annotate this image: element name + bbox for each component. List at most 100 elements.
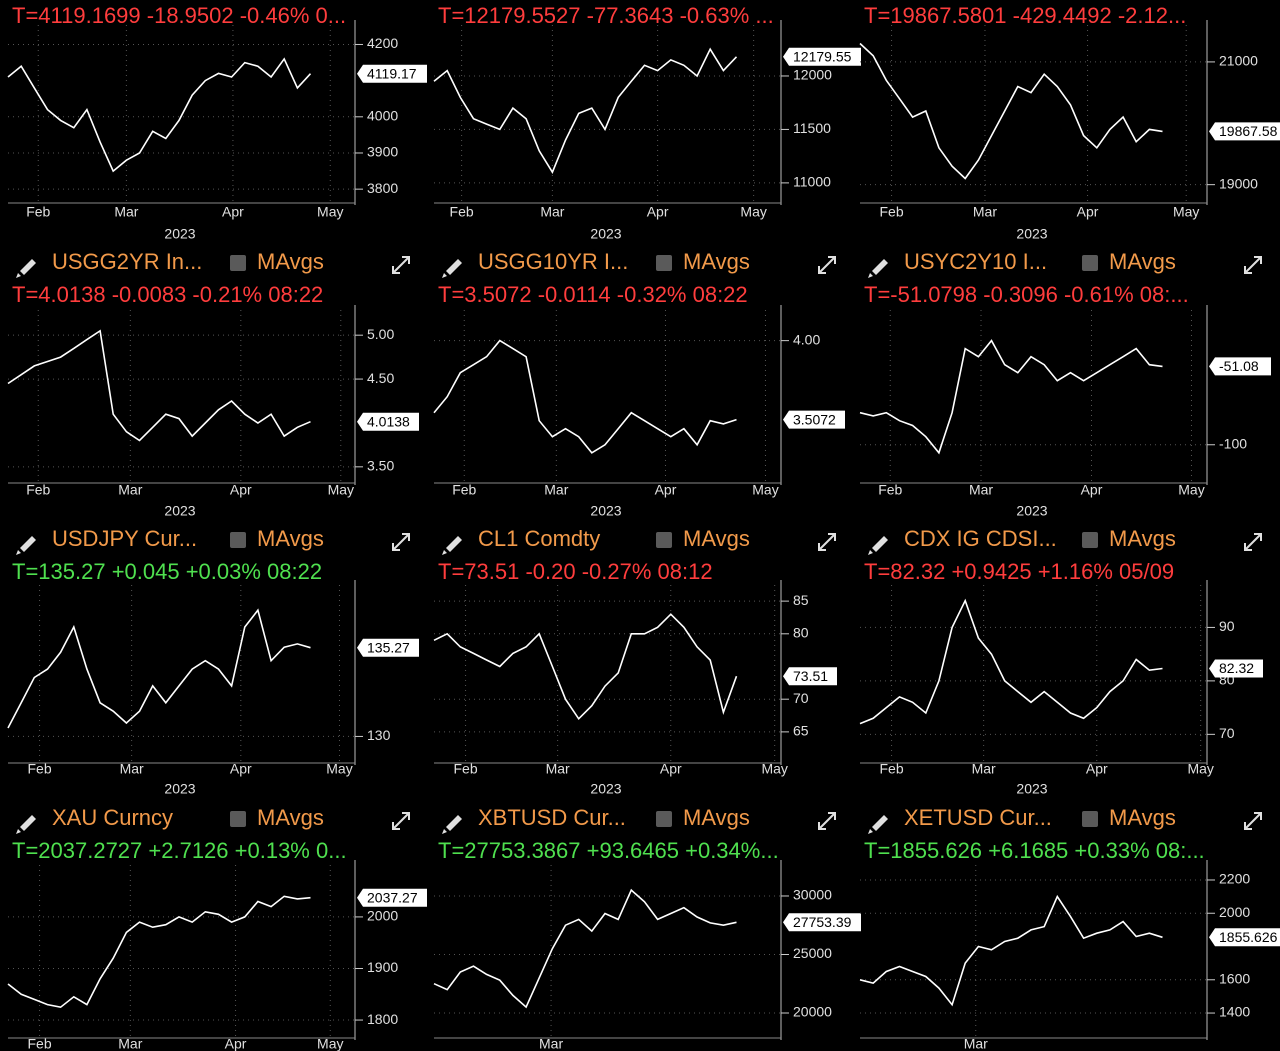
- edit-icon[interactable]: [868, 259, 888, 278]
- last-value-label: 3.5072: [793, 411, 836, 427]
- security-name[interactable]: USDJPY Cur...: [52, 526, 197, 551]
- x-tick-label: May: [317, 1036, 343, 1051]
- x-tick-label: Feb: [880, 204, 904, 220]
- y-tick-label: 4.00: [793, 331, 820, 347]
- x-tick-label: Apr: [225, 1036, 247, 1051]
- study-checkbox[interactable]: [1082, 255, 1098, 271]
- last-value-label: 135.27: [367, 639, 410, 655]
- study-name[interactable]: MAvgs: [257, 249, 324, 274]
- last-value-box: [357, 638, 419, 657]
- last-value-label: 4119.17: [367, 65, 417, 81]
- expand-icon[interactable]: [1244, 533, 1262, 551]
- x-tick-label: May: [1187, 761, 1213, 777]
- year-label: 2023: [164, 226, 195, 242]
- security-name[interactable]: XAU Curncy: [52, 805, 173, 830]
- edit-icon[interactable]: [16, 536, 36, 555]
- security-name[interactable]: CL1 Comdty: [478, 526, 600, 551]
- edit-icon[interactable]: [442, 259, 462, 278]
- x-tick-label: Apr: [1086, 761, 1108, 777]
- quote-line: T=4.0138 -0.0083 -0.21% 08:22: [12, 282, 323, 307]
- x-tick-label: Feb: [878, 482, 902, 498]
- x-tick-label: Mar: [120, 761, 144, 777]
- year-label: 2023: [1016, 781, 1047, 797]
- y-tick-label: 70: [793, 690, 809, 706]
- quote-line: T=19867.5801 -429.4492 -2.12...: [864, 3, 1186, 28]
- price-line: [433, 339, 737, 454]
- study-name[interactable]: MAvgs: [1109, 526, 1176, 551]
- study-checkbox[interactable]: [656, 811, 672, 827]
- edit-icon[interactable]: [868, 536, 888, 555]
- year-label: 2023: [590, 226, 621, 242]
- security-name[interactable]: USGG10YR I...: [478, 249, 628, 274]
- x-tick-label: Mar: [114, 204, 138, 220]
- last-value-box: [1209, 122, 1280, 141]
- edit-icon[interactable]: [16, 815, 36, 834]
- last-value-label: 2037.27: [367, 889, 418, 905]
- expand-icon[interactable]: [818, 256, 836, 274]
- y-tick-label: 1400: [1219, 1004, 1250, 1020]
- price-line: [859, 894, 1163, 1007]
- x-tick-label: Apr: [230, 761, 252, 777]
- study-name[interactable]: MAvgs: [1109, 249, 1176, 274]
- security-name[interactable]: XETUSD Cur...: [904, 805, 1052, 830]
- study-checkbox[interactable]: [1082, 532, 1098, 548]
- year-label: 2023: [164, 503, 195, 519]
- last-value-label: 19867.58: [1219, 123, 1278, 139]
- quote-line: T=82.32 +0.9425 +1.16% 05/09: [864, 559, 1174, 584]
- expand-icon[interactable]: [392, 812, 410, 830]
- edit-icon[interactable]: [868, 815, 888, 834]
- security-name[interactable]: USGG2YR In...: [52, 249, 202, 274]
- x-tick-label: Feb: [454, 761, 478, 777]
- edit-icon[interactable]: [442, 815, 462, 834]
- expand-icon[interactable]: [818, 533, 836, 551]
- y-tick-label: 2000: [1219, 904, 1250, 920]
- year-label: 2023: [1016, 226, 1047, 242]
- study-checkbox[interactable]: [656, 255, 672, 271]
- x-tick-label: Apr: [1077, 204, 1099, 220]
- study-checkbox[interactable]: [656, 532, 672, 548]
- study-checkbox[interactable]: [230, 532, 246, 548]
- x-tick-label: Feb: [26, 204, 50, 220]
- y-tick-label: 25000: [793, 945, 832, 961]
- y-tick-label: 2000: [367, 908, 398, 924]
- study-name[interactable]: MAvgs: [683, 526, 750, 551]
- x-tick-label: May: [1173, 204, 1199, 220]
- x-tick-label: Mar: [118, 1036, 142, 1051]
- y-tick-label: 130: [367, 727, 391, 743]
- expand-icon[interactable]: [1244, 256, 1262, 274]
- edit-icon[interactable]: [442, 536, 462, 555]
- security-name[interactable]: USYC2Y10 I...: [904, 249, 1047, 274]
- expand-icon[interactable]: [392, 256, 410, 274]
- y-tick-label: 2200: [1219, 871, 1250, 887]
- x-tick-label: Apr: [222, 204, 244, 220]
- study-checkbox[interactable]: [230, 811, 246, 827]
- expand-icon[interactable]: [1244, 812, 1262, 830]
- expand-icon[interactable]: [818, 812, 836, 830]
- expand-icon[interactable]: [392, 533, 410, 551]
- study-name[interactable]: MAvgs: [683, 249, 750, 274]
- study-name[interactable]: MAvgs: [257, 526, 324, 551]
- y-tick-label: 80: [793, 625, 809, 641]
- x-tick-label: May: [752, 482, 778, 498]
- x-tick-label: Apr: [647, 204, 669, 220]
- price-line: [7, 329, 311, 442]
- quote-line: T=2037.2727 +2.7126 +0.13% 0...: [12, 838, 347, 863]
- y-tick-label: 90: [1219, 618, 1235, 634]
- x-tick-label: Apr: [660, 761, 682, 777]
- last-value-box: [1209, 357, 1271, 376]
- price-line: [859, 42, 1163, 180]
- security-name[interactable]: CDX IG CDSI...: [904, 526, 1057, 551]
- price-line: [859, 598, 1163, 725]
- study-name[interactable]: MAvgs: [257, 805, 324, 830]
- last-value-label: 1855.626: [1219, 929, 1278, 945]
- study-checkbox[interactable]: [230, 255, 246, 271]
- x-tick-label: Mar: [118, 482, 142, 498]
- y-tick-label: 21000: [1219, 53, 1258, 69]
- study-checkbox[interactable]: [1082, 811, 1098, 827]
- study-name[interactable]: MAvgs: [1109, 805, 1176, 830]
- quote-line: T=1855.626 +6.1685 +0.33% 08:...: [864, 838, 1205, 863]
- study-name[interactable]: MAvgs: [683, 805, 750, 830]
- security-name[interactable]: XBTUSD Cur...: [478, 805, 626, 830]
- edit-icon[interactable]: [16, 259, 36, 278]
